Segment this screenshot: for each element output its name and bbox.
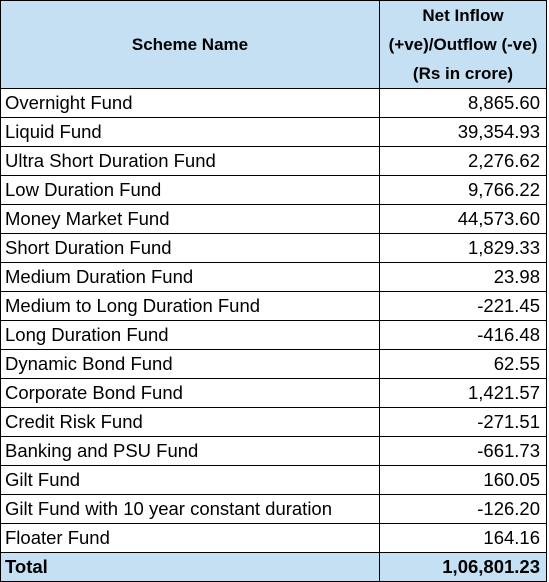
net-flow-cell: -126.20 bbox=[379, 494, 547, 524]
scheme-name-cell: Liquid Fund bbox=[0, 117, 380, 147]
net-flow-cell: -271.51 bbox=[379, 407, 547, 437]
scheme-name-cell: Corporate Bond Fund bbox=[0, 378, 380, 408]
scheme-name-cell: Credit Risk Fund bbox=[0, 407, 380, 437]
total-value: 1,06,801.23 bbox=[379, 552, 547, 582]
net-flow-cell: 39,354.93 bbox=[379, 117, 547, 147]
scheme-name-cell: Low Duration Fund bbox=[0, 175, 380, 205]
scheme-name-cell: Medium to Long Duration Fund bbox=[0, 291, 380, 321]
table-row: Low Duration Fund 9,766.22 bbox=[0, 175, 547, 205]
scheme-name-cell: Gilt Fund with 10 year constant duration bbox=[0, 494, 380, 524]
table-row: Banking and PSU Fund -661.73 bbox=[0, 436, 547, 466]
net-flow-cell: 164.16 bbox=[379, 523, 547, 553]
net-flow-cell: -221.45 bbox=[379, 291, 547, 321]
table-row: Credit Risk Fund -271.51 bbox=[0, 407, 547, 437]
scheme-name-cell: Floater Fund bbox=[0, 523, 380, 553]
table-row: Liquid Fund 39,354.93 bbox=[0, 117, 547, 147]
table-row: Ultra Short Duration Fund 2,276.62 bbox=[0, 146, 547, 176]
scheme-name-cell: Medium Duration Fund bbox=[0, 262, 380, 292]
table-row: Gilt Fund with 10 year constant duration… bbox=[0, 494, 547, 524]
table-row: Money Market Fund 44,573.60 bbox=[0, 204, 547, 234]
scheme-name-cell: Dynamic Bond Fund bbox=[0, 349, 380, 379]
net-flow-cell: 23.98 bbox=[379, 262, 547, 292]
net-flow-cell: -661.73 bbox=[379, 436, 547, 466]
table-body: Overnight Fund 8,865.60 Liquid Fund 39,354.… bbox=[0, 88, 547, 553]
scheme-name-cell: Banking and PSU Fund bbox=[0, 436, 380, 466]
table-row: Short Duration Fund 1,829.33 bbox=[0, 233, 547, 263]
net-flow-cell: 2,276.62 bbox=[379, 146, 547, 176]
scheme-name-cell: Money Market Fund bbox=[0, 204, 380, 234]
net-flow-cell: 9,766.22 bbox=[379, 175, 547, 205]
table-row: Gilt Fund 160.05 bbox=[0, 465, 547, 495]
net-flow-cell: 8,865.60 bbox=[379, 88, 547, 118]
scheme-name-cell: Ultra Short Duration Fund bbox=[0, 146, 380, 176]
net-flow-header: Net Inflow (+ve)/Outflow (-ve) (Rs in cr… bbox=[379, 0, 547, 89]
table-row: Corporate Bond Fund 1,421.57 bbox=[0, 378, 547, 408]
net-flow-cell: 160.05 bbox=[379, 465, 547, 495]
net-flow-cell: 44,573.60 bbox=[379, 204, 547, 234]
net-flow-cell: -416.48 bbox=[379, 320, 547, 350]
total-row: Total 1,06,801.23 bbox=[0, 552, 547, 582]
scheme-name-header: Scheme Name bbox=[0, 0, 380, 89]
scheme-name-cell: Overnight Fund bbox=[0, 88, 380, 118]
table-row: Floater Fund 164.16 bbox=[0, 523, 547, 553]
net-flow-cell: 1,829.33 bbox=[379, 233, 547, 263]
table-row: Long Duration Fund -416.48 bbox=[0, 320, 547, 350]
scheme-name-cell: Long Duration Fund bbox=[0, 320, 380, 350]
table-row: Overnight Fund 8,865.60 bbox=[0, 88, 547, 118]
net-flow-cell: 1,421.57 bbox=[379, 378, 547, 408]
table-row: Dynamic Bond Fund 62.55 bbox=[0, 349, 547, 379]
scheme-name-cell: Gilt Fund bbox=[0, 465, 380, 495]
header-row: Scheme Name Net Inflow (+ve)/Outflow (-v… bbox=[0, 0, 547, 89]
total-label: Total bbox=[0, 552, 380, 582]
table-row: Medium to Long Duration Fund -221.45 bbox=[0, 291, 547, 321]
table-row: Medium Duration Fund 23.98 bbox=[0, 262, 547, 292]
net-flow-cell: 62.55 bbox=[379, 349, 547, 379]
scheme-name-cell: Short Duration Fund bbox=[0, 233, 380, 263]
